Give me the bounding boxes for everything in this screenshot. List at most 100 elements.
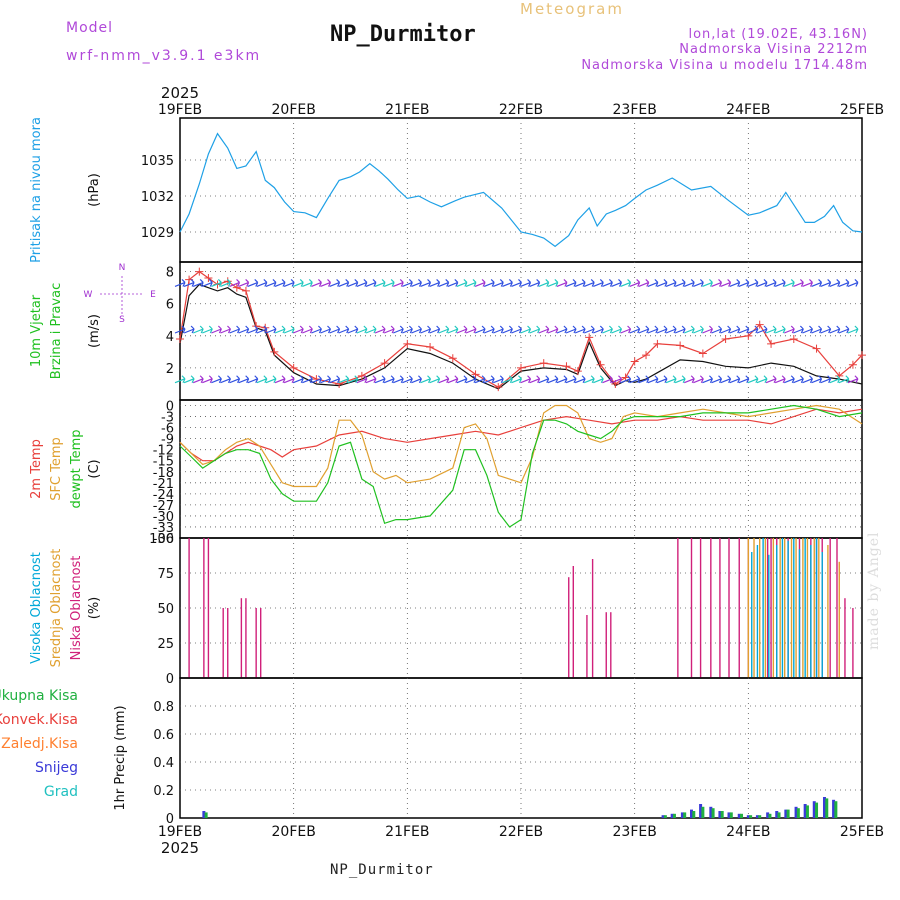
wind-arrow	[838, 325, 850, 334]
wind-arrow	[802, 375, 813, 384]
wind-arrow	[256, 279, 268, 288]
side-label-temperature: SFC Temp	[49, 437, 64, 501]
wind-arrow	[847, 279, 859, 288]
wind-arrow	[229, 325, 241, 334]
wind-arrow	[174, 279, 186, 288]
wind-arrow	[729, 375, 741, 384]
gust-marker	[426, 343, 435, 352]
precip-bar	[699, 804, 703, 818]
wind-arrow	[838, 375, 850, 384]
y-tick-label: -24	[153, 488, 174, 503]
wind-arrow	[456, 279, 468, 288]
precip-bar	[755, 815, 759, 818]
wind-arrow	[674, 279, 686, 288]
y-tick-label: 0.2	[153, 784, 174, 799]
wind-arrow	[684, 375, 695, 384]
wind-arrow	[629, 325, 641, 334]
wind-arrow	[402, 279, 413, 288]
wind-arrow	[265, 375, 277, 384]
y-tick-label: 1029	[141, 226, 174, 241]
wind-arrow	[420, 375, 432, 384]
gust-marker	[630, 357, 639, 366]
precip-bar	[729, 812, 733, 818]
wind-arrow	[329, 375, 341, 384]
wind-arrow	[202, 279, 213, 288]
wind-arrow	[565, 279, 577, 288]
wind-arrow	[493, 325, 504, 334]
gust-marker	[539, 359, 548, 368]
gust-marker	[252, 322, 261, 331]
wind-arrow	[829, 375, 841, 384]
side-label-clouds: Visoka Oblacnost	[29, 552, 44, 664]
wind-arrow	[702, 375, 713, 384]
wind-arrow	[729, 279, 741, 288]
wind-arrow	[811, 279, 823, 288]
wind-arrow	[793, 375, 804, 384]
wind-arrow	[847, 325, 859, 334]
wind-arrow	[283, 375, 295, 384]
wind-arrow	[438, 375, 450, 384]
precip-bar	[670, 813, 674, 818]
wind-arrow	[247, 325, 259, 334]
wind-arrow	[656, 325, 668, 334]
wind-arrow	[720, 325, 732, 334]
wind-arrow	[265, 325, 277, 334]
wind-legend-cross	[100, 276, 144, 316]
time-tick-label-top: 19FEB	[158, 102, 202, 118]
wind-arrow	[502, 325, 513, 334]
lonlat: lon,lat (19.02E, 43.16N)	[688, 27, 868, 42]
precip-bar	[796, 808, 800, 818]
precip-bar	[803, 804, 807, 818]
wind-arrow	[192, 279, 204, 288]
wind-arrow	[493, 375, 504, 384]
precip-bar	[663, 815, 667, 818]
wind-arrow	[220, 325, 232, 334]
wind-arrow	[438, 279, 450, 288]
gust-marker	[270, 347, 279, 356]
precip-bar	[683, 812, 687, 818]
wind-arrow	[593, 279, 604, 288]
wind-arrow	[247, 279, 259, 288]
wind-arrow	[620, 375, 632, 384]
y-tick-label: 25	[157, 637, 174, 652]
wind-arrow	[684, 279, 695, 288]
wind-arrow	[747, 325, 759, 334]
wind-arrow	[374, 375, 386, 384]
wind-arrow	[820, 279, 832, 288]
wind-arrow	[729, 325, 741, 334]
wind-arrow	[456, 375, 468, 384]
wind-arrow	[702, 325, 713, 334]
precip-bar	[766, 812, 770, 818]
gust-marker	[195, 267, 204, 276]
time-tick-label-bottom: 25FEB	[840, 824, 884, 840]
gust-marker	[517, 363, 525, 372]
wind-arrow	[647, 325, 659, 334]
wind-arrow	[474, 325, 486, 334]
gust-marker	[653, 339, 662, 348]
wind-arrow	[665, 325, 677, 334]
time-tick-label-top: 22FEB	[499, 102, 543, 118]
wind-arrow	[174, 375, 186, 384]
wind-arrow	[511, 375, 522, 384]
wind-arrow	[656, 279, 668, 288]
wind-arrow	[356, 325, 368, 334]
wind-arrow	[693, 325, 704, 334]
wind-arrow	[529, 325, 541, 334]
time-tick-label-top: 20FEB	[272, 102, 316, 118]
wind-arrow	[238, 375, 250, 384]
side-label-wind: Brzina i Pravac	[49, 283, 64, 380]
time-tick-label-bottom: 23FEB	[613, 824, 657, 840]
gust-marker	[721, 335, 730, 344]
wind-arrow	[538, 325, 550, 334]
wind-arrow	[402, 325, 413, 334]
gust-marker	[596, 360, 605, 369]
wind-arrow	[674, 325, 686, 334]
unit-label-wind: (m/s)	[87, 314, 102, 348]
wind-arrow	[547, 375, 559, 384]
wind-arrow	[474, 375, 486, 384]
wind-arrow	[383, 279, 395, 288]
wind-arrow	[174, 325, 186, 334]
wind-arrow	[320, 279, 332, 288]
wind-arrow	[520, 375, 532, 384]
wind-arrow	[256, 375, 268, 384]
